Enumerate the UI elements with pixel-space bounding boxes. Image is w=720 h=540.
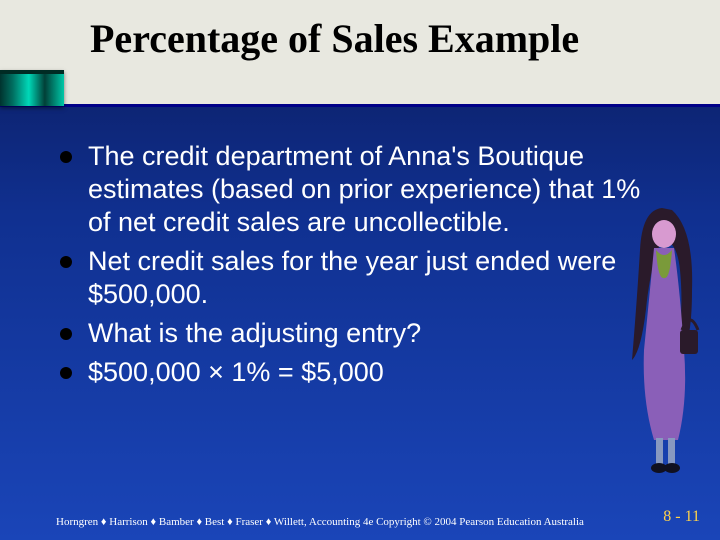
bullet-text: The credit department of Anna's Boutique…	[88, 141, 640, 237]
bullet-item: Net credit sales for the year just ended…	[56, 245, 650, 311]
bullet-item: What is the adjusting entry?	[56, 317, 650, 350]
bullet-text: $500,000 × 1% = $5,000	[88, 357, 384, 387]
slide: Percentage of Sales Example The credit d…	[0, 0, 720, 540]
bullet-list: The credit department of Anna's Boutique…	[56, 140, 650, 389]
slide-title: Percentage of Sales Example	[90, 18, 690, 60]
bullet-text: What is the adjusting entry?	[88, 318, 421, 348]
bullet-item: The credit department of Anna's Boutique…	[56, 140, 650, 239]
page-number: 8 - 11	[663, 508, 700, 526]
bullet-item: $500,000 × 1% = $5,000	[56, 356, 650, 389]
bullet-text: Net credit sales for the year just ended…	[88, 246, 616, 309]
slide-body: The credit department of Anna's Boutique…	[56, 140, 650, 395]
decorative-stripe	[0, 70, 64, 106]
footer-citation: Horngren ♦ Harrison ♦ Bamber ♦ Best ♦ Fr…	[56, 516, 630, 528]
